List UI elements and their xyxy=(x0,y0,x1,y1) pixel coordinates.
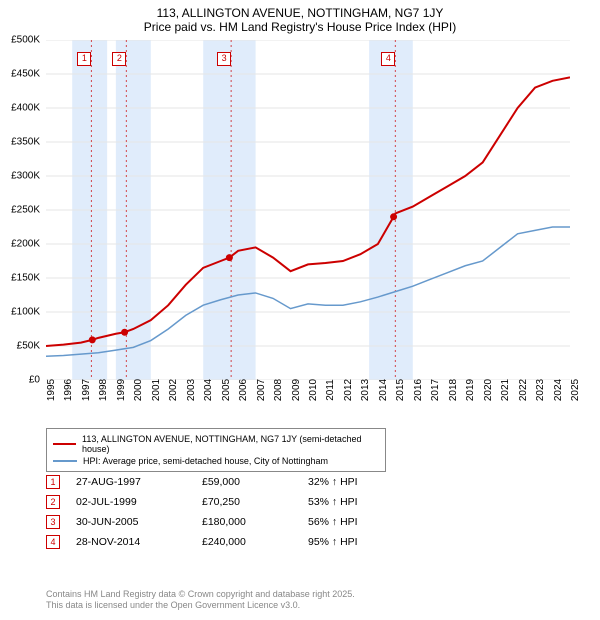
sales-marker: 1 xyxy=(46,475,60,489)
x-tick-label: 1998 xyxy=(98,379,109,401)
x-tick-label: 2000 xyxy=(133,379,144,401)
legend-swatch-2 xyxy=(53,460,77,462)
sales-date: 02-JUL-1999 xyxy=(76,496,186,508)
footer: Contains HM Land Registry data © Crown c… xyxy=(46,589,355,612)
y-axis-labels: £0£50K£100K£150K£200K£250K£300K£350K£400… xyxy=(0,40,44,380)
chart-subtitle: Price paid vs. HM Land Registry's House … xyxy=(0,20,600,34)
y-tick-label: £200K xyxy=(11,239,40,250)
x-tick-label: 2003 xyxy=(186,379,197,401)
legend-label: 113, ALLINGTON AVENUE, NOTTINGHAM, NG7 1… xyxy=(82,434,379,454)
sales-hpi: 53% ↑ HPI xyxy=(308,496,388,508)
x-axis-labels: 1995199619971998199920002001200220032004… xyxy=(46,384,570,428)
x-tick-label: 2015 xyxy=(395,379,406,401)
sale-marker-box: 1 xyxy=(77,52,91,66)
sales-date: 30-JUN-2005 xyxy=(76,516,186,528)
sales-row: 4 28-NOV-2014 £240,000 95% ↑ HPI xyxy=(46,532,388,552)
chart-title: 113, ALLINGTON AVENUE, NOTTINGHAM, NG7 1… xyxy=(0,6,600,20)
y-tick-label: £100K xyxy=(11,307,40,318)
legend: 113, ALLINGTON AVENUE, NOTTINGHAM, NG7 1… xyxy=(46,428,386,472)
sales-price: £240,000 xyxy=(202,536,292,548)
y-tick-label: £350K xyxy=(11,137,40,148)
chart-svg xyxy=(46,40,570,380)
sales-row: 1 27-AUG-1997 £59,000 32% ↑ HPI xyxy=(46,472,388,492)
x-tick-label: 2013 xyxy=(360,379,371,401)
y-tick-label: £300K xyxy=(11,171,40,182)
sales-date: 28-NOV-2014 xyxy=(76,536,186,548)
y-tick-label: £450K xyxy=(11,69,40,80)
legend-label: HPI: Average price, semi-detached house,… xyxy=(83,456,328,466)
x-tick-label: 2024 xyxy=(553,379,564,401)
sales-row: 3 30-JUN-2005 £180,000 56% ↑ HPI xyxy=(46,512,388,532)
footer-line: Contains HM Land Registry data © Crown c… xyxy=(46,589,355,601)
x-tick-label: 2014 xyxy=(378,379,389,401)
legend-row: HPI: Average price, semi-detached house,… xyxy=(53,455,379,467)
x-tick-label: 2006 xyxy=(238,379,249,401)
sales-price: £180,000 xyxy=(202,516,292,528)
x-tick-label: 2022 xyxy=(518,379,529,401)
sale-marker-box: 2 xyxy=(112,52,126,66)
sales-date: 27-AUG-1997 xyxy=(76,476,186,488)
x-tick-label: 1999 xyxy=(116,379,127,401)
x-tick-label: 2010 xyxy=(308,379,319,401)
sales-marker: 4 xyxy=(46,535,60,549)
x-tick-label: 2021 xyxy=(500,379,511,401)
x-tick-label: 2004 xyxy=(203,379,214,401)
y-tick-label: £50K xyxy=(17,341,40,352)
sales-marker: 3 xyxy=(46,515,60,529)
x-tick-label: 1996 xyxy=(63,379,74,401)
x-tick-label: 2008 xyxy=(273,379,284,401)
x-tick-label: 2002 xyxy=(168,379,179,401)
sales-price: £59,000 xyxy=(202,476,292,488)
sales-table: 1 27-AUG-1997 £59,000 32% ↑ HPI2 02-JUL-… xyxy=(46,472,388,552)
sales-marker: 2 xyxy=(46,495,60,509)
sales-hpi: 56% ↑ HPI xyxy=(308,516,388,528)
x-tick-label: 2017 xyxy=(430,379,441,401)
x-tick-label: 2007 xyxy=(256,379,267,401)
x-tick-label: 2016 xyxy=(413,379,424,401)
title-block: 113, ALLINGTON AVENUE, NOTTINGHAM, NG7 1… xyxy=(0,0,600,36)
x-tick-label: 2019 xyxy=(465,379,476,401)
x-tick-label: 2012 xyxy=(343,379,354,401)
x-tick-label: 2005 xyxy=(221,379,232,401)
sales-row: 2 02-JUL-1999 £70,250 53% ↑ HPI xyxy=(46,492,388,512)
legend-swatch-1 xyxy=(53,443,76,446)
y-tick-label: £0 xyxy=(29,375,40,386)
x-tick-label: 2001 xyxy=(151,379,162,401)
x-tick-label: 2020 xyxy=(483,379,494,401)
x-tick-label: 2009 xyxy=(291,379,302,401)
x-tick-label: 2018 xyxy=(448,379,459,401)
x-tick-label: 1997 xyxy=(81,379,92,401)
x-tick-label: 2011 xyxy=(325,379,336,401)
x-tick-label: 2025 xyxy=(570,379,581,401)
x-tick-label: 1995 xyxy=(46,379,57,401)
y-tick-label: £250K xyxy=(11,205,40,216)
footer-line: This data is licensed under the Open Gov… xyxy=(46,600,355,612)
sale-marker-box: 3 xyxy=(217,52,231,66)
y-tick-label: £500K xyxy=(11,35,40,46)
legend-row: 113, ALLINGTON AVENUE, NOTTINGHAM, NG7 1… xyxy=(53,433,379,455)
sales-hpi: 32% ↑ HPI xyxy=(308,476,388,488)
sales-hpi: 95% ↑ HPI xyxy=(308,536,388,548)
y-tick-label: £150K xyxy=(11,273,40,284)
sales-price: £70,250 xyxy=(202,496,292,508)
x-tick-label: 2023 xyxy=(535,379,546,401)
y-tick-label: £400K xyxy=(11,103,40,114)
sale-marker-box: 4 xyxy=(381,52,395,66)
